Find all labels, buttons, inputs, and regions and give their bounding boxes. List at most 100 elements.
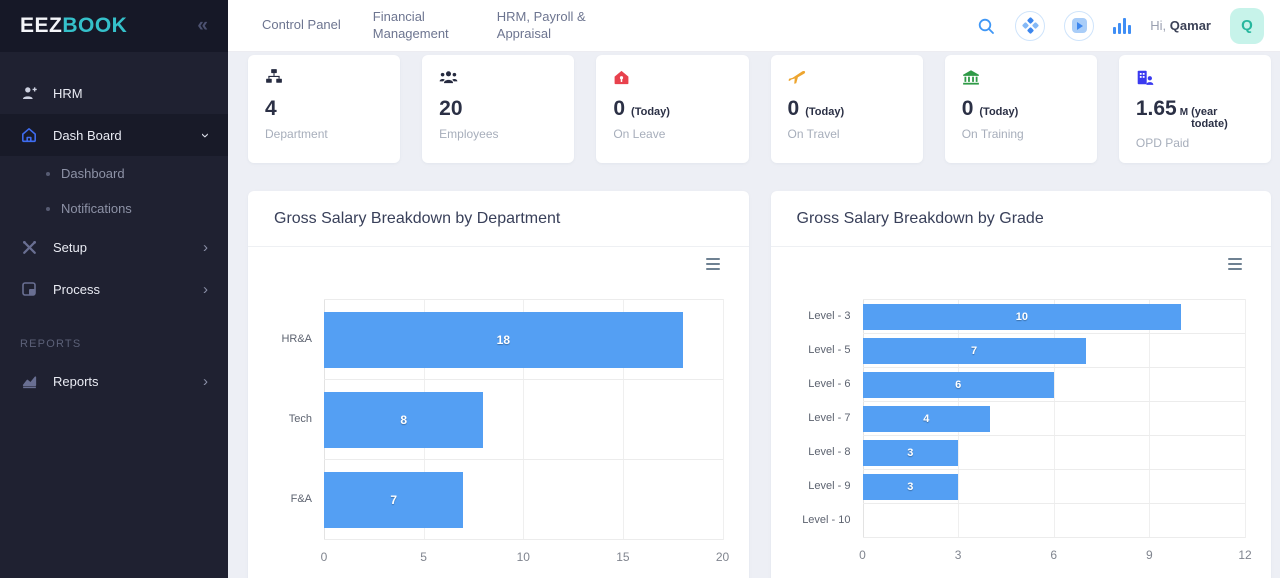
category-label: Level - 9: [808, 480, 851, 492]
sidebar-subitem-label: Notifications: [61, 201, 132, 216]
category-label: Level - 6: [808, 378, 851, 390]
home-leave-icon: [613, 68, 731, 86]
gridline: [622, 299, 624, 540]
building-user-icon: [1136, 68, 1254, 86]
bar-track: 6: [862, 368, 1245, 402]
stat-number: 20: [439, 97, 463, 120]
chart-menu-icon[interactable]: [1225, 255, 1245, 273]
bar-rows: 10 7 6 4 3 3: [862, 299, 1245, 538]
chart-menu-row: [274, 247, 723, 281]
chart-body: HR&A Tech F&A 18 8 7 0 5 10 15 20: [248, 247, 749, 568]
sidebar-section-reports: REPORTS: [20, 338, 82, 350]
bar-track: 3: [862, 436, 1245, 470]
stat-label: Employees: [439, 127, 499, 141]
user-avatar[interactable]: Q: [1230, 7, 1264, 44]
x-tick-label: 5: [420, 550, 427, 564]
bar[interactable]: 7: [862, 337, 1086, 364]
header-nav: Control Panel Financial Management HRM, …: [262, 9, 593, 43]
plane-icon: [788, 68, 906, 86]
sidebar-item-dashboard-parent[interactable]: Dash Board ›: [0, 114, 228, 156]
users-icon: [439, 68, 557, 86]
stat-value: 1.65 M (year todate): [1136, 97, 1254, 130]
sidebar-collapse-icon[interactable]: «: [197, 15, 208, 36]
sidebar-item-hrm[interactable]: HRM: [0, 72, 228, 114]
stat-label: Department: [265, 127, 328, 141]
x-axis: 0 5 10 15 20: [320, 540, 730, 568]
logo-bar: EEZBOOK «: [0, 0, 228, 52]
sidebar-item-setup[interactable]: Setup ›: [0, 226, 228, 268]
chart-card-grade: Gross Salary Breakdown by Grade Level - …: [770, 191, 1272, 578]
chevron-right-icon: ›: [203, 280, 208, 298]
bar-track: 7: [324, 460, 723, 540]
bar-track: 10: [862, 300, 1245, 334]
bar-value-label: 7: [390, 492, 398, 507]
bullet-icon: [46, 171, 50, 176]
dashboard-content: 4 Department 20 Employees: [228, 52, 1280, 578]
x-tick-label: 9: [1146, 548, 1153, 562]
search-icon[interactable]: [976, 16, 996, 36]
x-tick-label: 15: [616, 550, 630, 564]
analytics-bars-icon[interactable]: [1113, 17, 1132, 34]
top-header: Control Panel Financial Management HRM, …: [228, 0, 1280, 52]
stat-number: 1.65: [1135, 97, 1177, 120]
category-label: Level - 3: [808, 310, 851, 322]
chart-body: Level - 3 Level - 5 Level - 6 Level - 7 Leve…: [771, 247, 1272, 566]
x-tick-label: 0: [859, 548, 866, 562]
greeting-prefix: Hi,: [1150, 18, 1167, 33]
stat-note: (Today): [805, 106, 845, 118]
x-tick-label: 0: [320, 550, 328, 564]
bar[interactable]: 8: [324, 391, 484, 448]
y-axis-labels: HR&A Tech F&A: [274, 299, 324, 568]
user-name: Qamar: [1169, 18, 1211, 33]
sidebar-item-reports[interactable]: Reports ›: [0, 360, 228, 402]
stat-card-on-leave: 0 (Today) On Leave: [596, 55, 749, 163]
bar[interactable]: 3: [862, 473, 959, 500]
play-glyph: [1071, 18, 1087, 33]
bar[interactable]: 4: [862, 405, 990, 432]
nav-financial-management[interactable]: Financial Management: [372, 8, 449, 41]
bar-value-label: 3: [907, 480, 914, 493]
x-tick-label: 3: [954, 548, 962, 562]
chart-menu-icon[interactable]: [703, 255, 723, 273]
logo-part-2: BOOK: [62, 14, 128, 37]
chevron-right-icon: ›: [203, 238, 208, 256]
sidebar-item-process[interactable]: Process ›: [0, 268, 228, 310]
category-label: Tech: [288, 413, 312, 425]
bar[interactable]: 18: [324, 311, 683, 368]
nav-control-panel[interactable]: Control Panel: [262, 17, 341, 33]
sidebar-item-label: Process: [53, 281, 100, 297]
bar-value-label: 8: [400, 412, 408, 427]
play-tour-icon[interactable]: [1064, 10, 1095, 41]
header-actions: Hi, Qamar Q: [976, 7, 1264, 44]
stat-number: 0: [961, 97, 974, 120]
apps-diamonds-icon[interactable]: [1015, 10, 1046, 41]
sidebar-subitem-notifications[interactable]: Notifications: [0, 191, 228, 226]
nav-hrm-payroll-appraisal[interactable]: HRM, Payroll & Appraisal: [496, 8, 586, 41]
bar[interactable]: 6: [862, 371, 1054, 398]
stat-value: 20: [439, 97, 557, 121]
chart-report-icon: [20, 372, 38, 390]
plot-area: 18 8 7 0 5 10 15 20: [320, 299, 730, 568]
bar-value-label: 18: [496, 332, 510, 347]
process-icon: [20, 280, 38, 298]
y-axis-labels: Level - 3 Level - 5 Level - 6 Level - 7 Leve…: [797, 299, 863, 566]
chart-title: Gross Salary Breakdown by Department: [248, 191, 749, 247]
bar[interactable]: 10: [862, 303, 1182, 330]
category-label: Level - 8: [808, 446, 851, 458]
stat-card-on-travel: 0 (Today) On Travel: [770, 55, 923, 163]
charts-row: Gross Salary Breakdown by Department HR&…: [248, 191, 1271, 578]
tools-icon: [20, 238, 38, 256]
stat-card-employees: 20 Employees: [422, 55, 575, 163]
bar-value-label: 4: [923, 412, 930, 425]
x-axis: 0 3 6 9 12: [859, 538, 1252, 566]
sidebar-subitem-dashboard[interactable]: Dashboard: [0, 156, 228, 191]
bar-track: 4: [862, 402, 1245, 436]
x-tick-label: 10: [516, 550, 530, 564]
bank-icon: [962, 68, 1080, 86]
gridline: [1053, 299, 1055, 538]
stat-label: On Training: [961, 127, 1024, 141]
bar[interactable]: 3: [862, 439, 959, 466]
bar[interactable]: 7: [324, 471, 464, 528]
user-plus-icon: [20, 84, 38, 102]
